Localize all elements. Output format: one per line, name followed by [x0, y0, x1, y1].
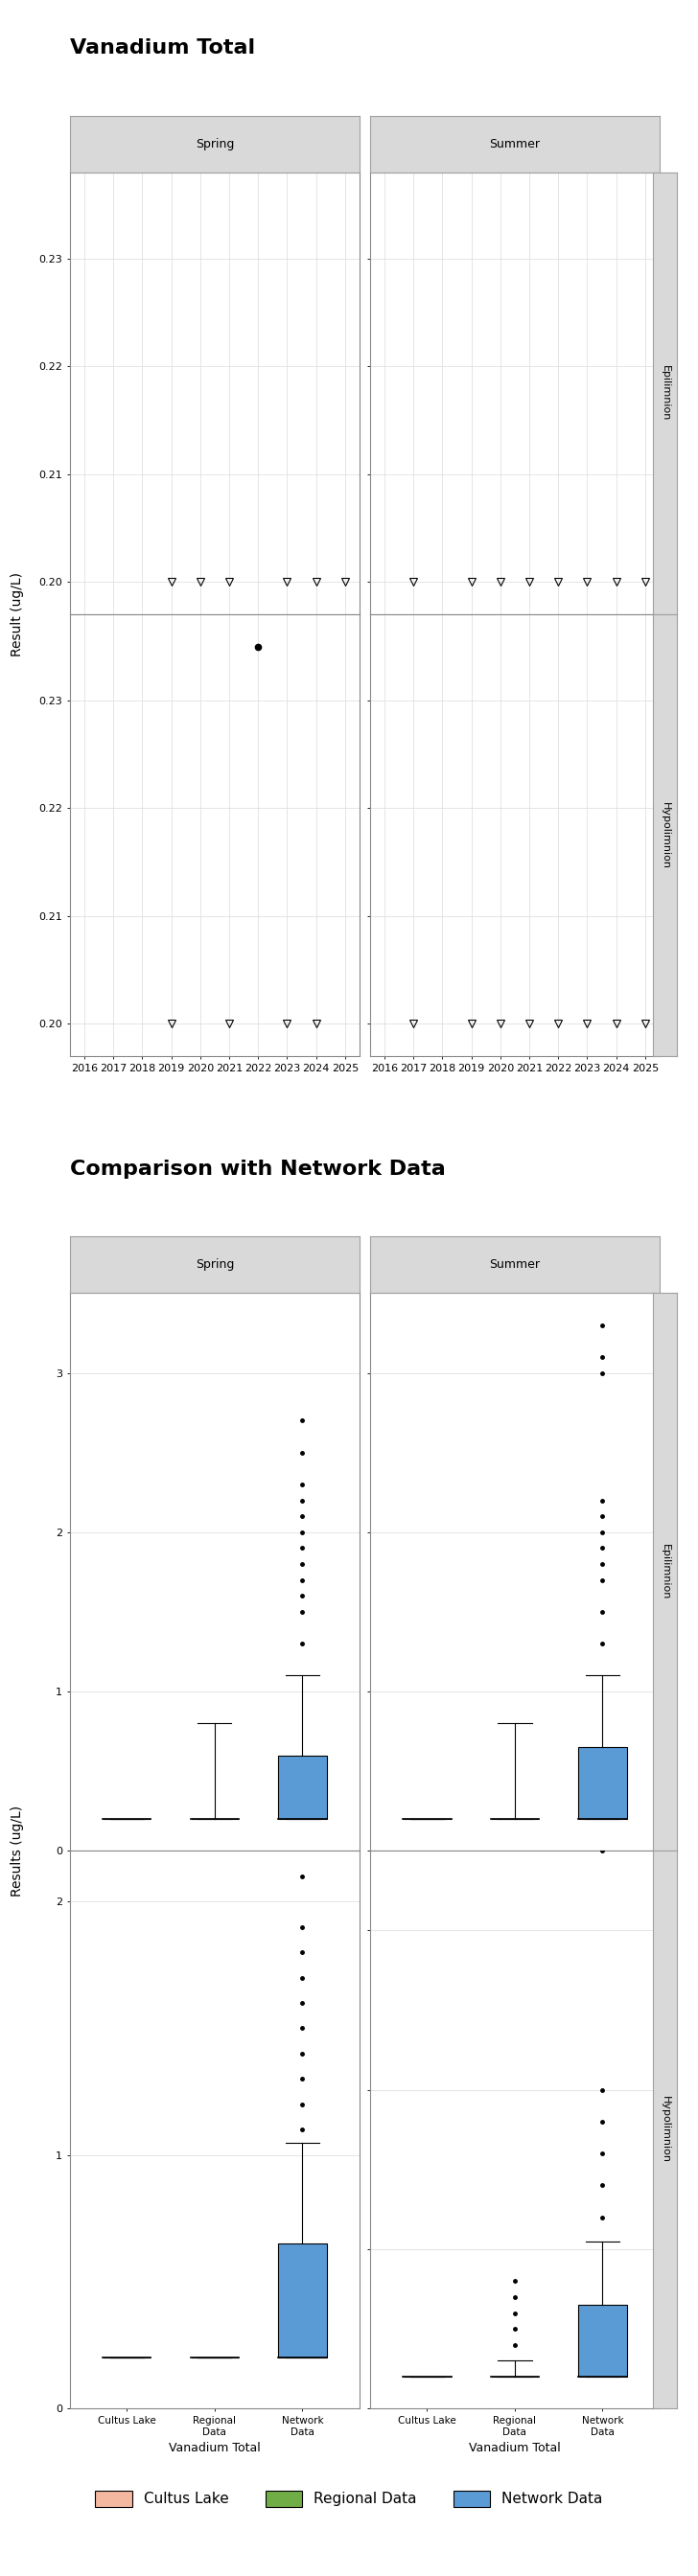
Text: Hypolimnion: Hypolimnion [660, 2097, 669, 2164]
X-axis label: Vanadium Total: Vanadium Total [169, 2442, 260, 2455]
Text: Results (ug/L): Results (ug/L) [10, 1806, 24, 1896]
Text: Vanadium Total: Vanadium Total [70, 39, 255, 57]
Text: Epilimnion: Epilimnion [660, 1543, 669, 1600]
Text: Epilimnion: Epilimnion [660, 366, 669, 422]
Bar [579, 1747, 627, 1819]
Text: Summer: Summer [489, 139, 540, 149]
Text: Hypolimnion: Hypolimnion [660, 801, 669, 868]
X-axis label: Vanadium Total: Vanadium Total [469, 2442, 560, 2455]
Text: Spring: Spring [195, 139, 234, 149]
Text: Summer: Summer [489, 1260, 540, 1270]
Bar [279, 1754, 327, 1819]
Bar [279, 2244, 327, 2357]
Text: Spring: Spring [195, 1260, 234, 1270]
Legend: Cultus Lake, Regional Data, Network Data: Cultus Lake, Regional Data, Network Data [95, 2491, 603, 2506]
Text: Comparison with Network Data: Comparison with Network Data [70, 1159, 445, 1177]
Text: Result (ug/L): Result (ug/L) [10, 572, 24, 657]
Bar [579, 2306, 627, 2378]
